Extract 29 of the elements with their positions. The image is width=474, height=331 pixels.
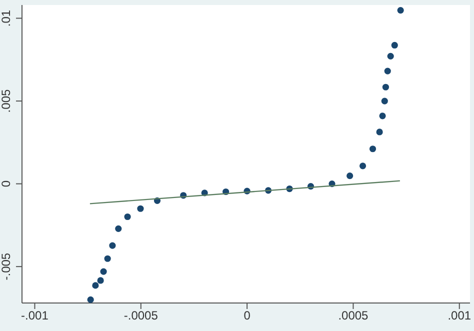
point	[379, 112, 386, 120]
point	[92, 282, 99, 289]
point	[137, 205, 144, 212]
point	[124, 213, 131, 220]
x-tick-label: .001	[448, 308, 472, 323]
x-tick-label: 0	[244, 308, 251, 323]
point	[382, 84, 390, 90]
y-tick-label: .005	[0, 89, 13, 113]
point	[387, 52, 394, 60]
point	[346, 172, 354, 180]
point	[369, 146, 376, 152]
point	[97, 277, 104, 284]
y-tick-label: .01	[0, 10, 13, 27]
point	[397, 7, 404, 14]
point	[384, 68, 391, 74]
x-tick-label: -.001	[21, 308, 49, 323]
y-tick-label: 0	[0, 180, 13, 188]
point	[376, 128, 383, 136]
y-tick-label: -.005	[0, 252, 13, 280]
point	[381, 98, 388, 104]
point	[87, 296, 94, 303]
point	[104, 255, 111, 262]
point	[109, 242, 116, 249]
point	[115, 225, 122, 232]
point	[359, 162, 366, 170]
x-tick-label: .0005	[338, 308, 369, 323]
x-tick-label: -.0005	[124, 308, 158, 323]
point	[391, 42, 398, 49]
point	[100, 268, 107, 275]
